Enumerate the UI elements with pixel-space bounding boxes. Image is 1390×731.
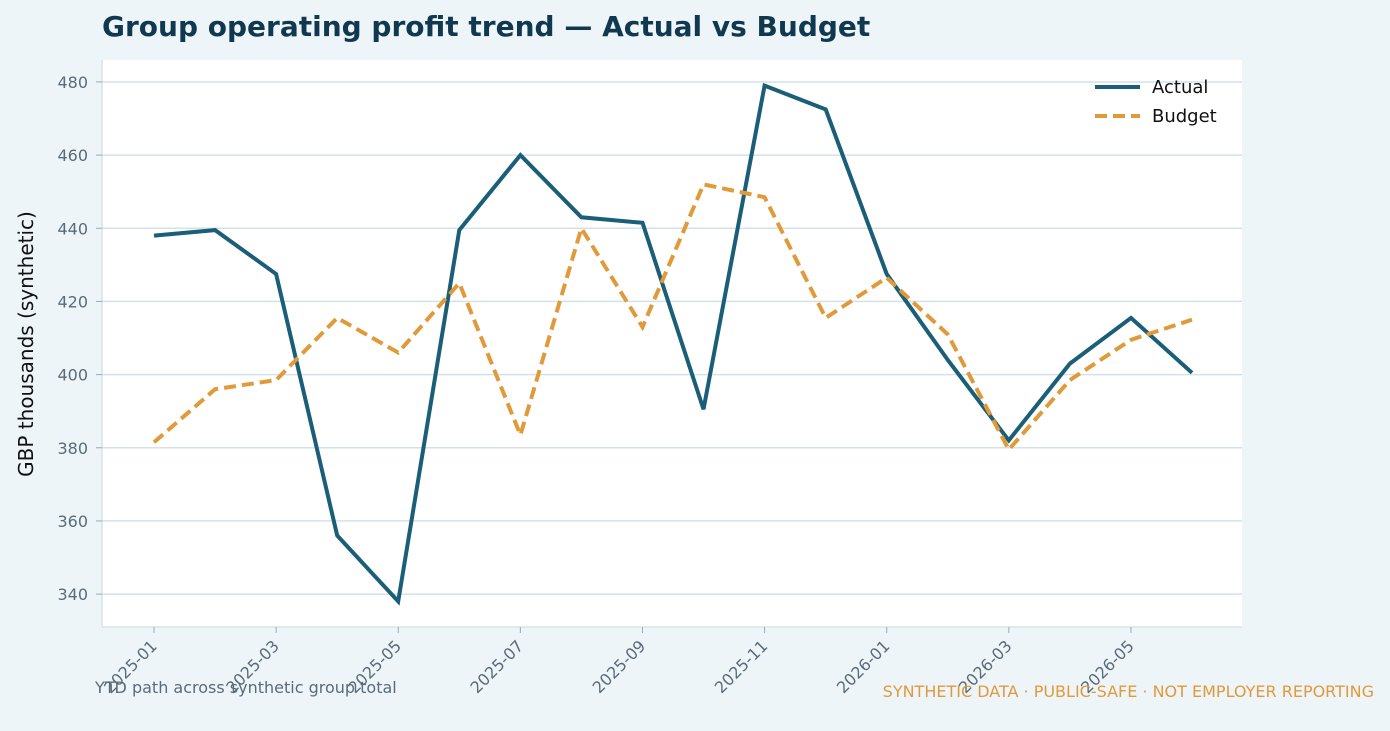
series-line-budget	[152, 182, 1193, 454]
legend: Actual Budget	[1095, 77, 1217, 127]
y-tick-label-380: 380	[57, 439, 88, 458]
gridlines	[102, 81, 1242, 595]
legend-label-actual: Actual	[1152, 77, 1208, 98]
x-tick-label-2025-07: 2025-07	[466, 636, 527, 697]
y-tick-label-360: 360	[57, 512, 88, 531]
disclaimer: SYNTHETIC DATA · PUBLIC-SAFE · NOT EMPLO…	[883, 682, 1374, 701]
footnote: YTD path across synthetic group total	[94, 678, 397, 697]
y-tick-label-480: 480	[57, 73, 88, 92]
plot-area	[102, 60, 1242, 627]
y-tick-label-340: 340	[57, 585, 88, 604]
axes	[101, 60, 1242, 628]
series-lines	[152, 82, 1194, 606]
y-ticks: 340 360 380 400 420 440 460 480	[57, 73, 102, 604]
y-tick-label-460: 460	[57, 146, 88, 165]
y-tick-label-420: 420	[57, 292, 88, 311]
legend-label-budget: Budget	[1152, 106, 1217, 127]
y-tick-label-400: 400	[57, 366, 88, 385]
x-tick-label-2025-09: 2025-09	[589, 636, 650, 697]
x-tick-label-2025-11: 2025-11	[711, 636, 772, 697]
y-tick-label-440: 440	[57, 219, 88, 238]
chart-title: Group operating profit trend — Actual vs…	[102, 10, 871, 43]
y-axis-label: GBP thousands (synthetic)	[14, 211, 38, 477]
series-line-actual	[153, 82, 1194, 606]
